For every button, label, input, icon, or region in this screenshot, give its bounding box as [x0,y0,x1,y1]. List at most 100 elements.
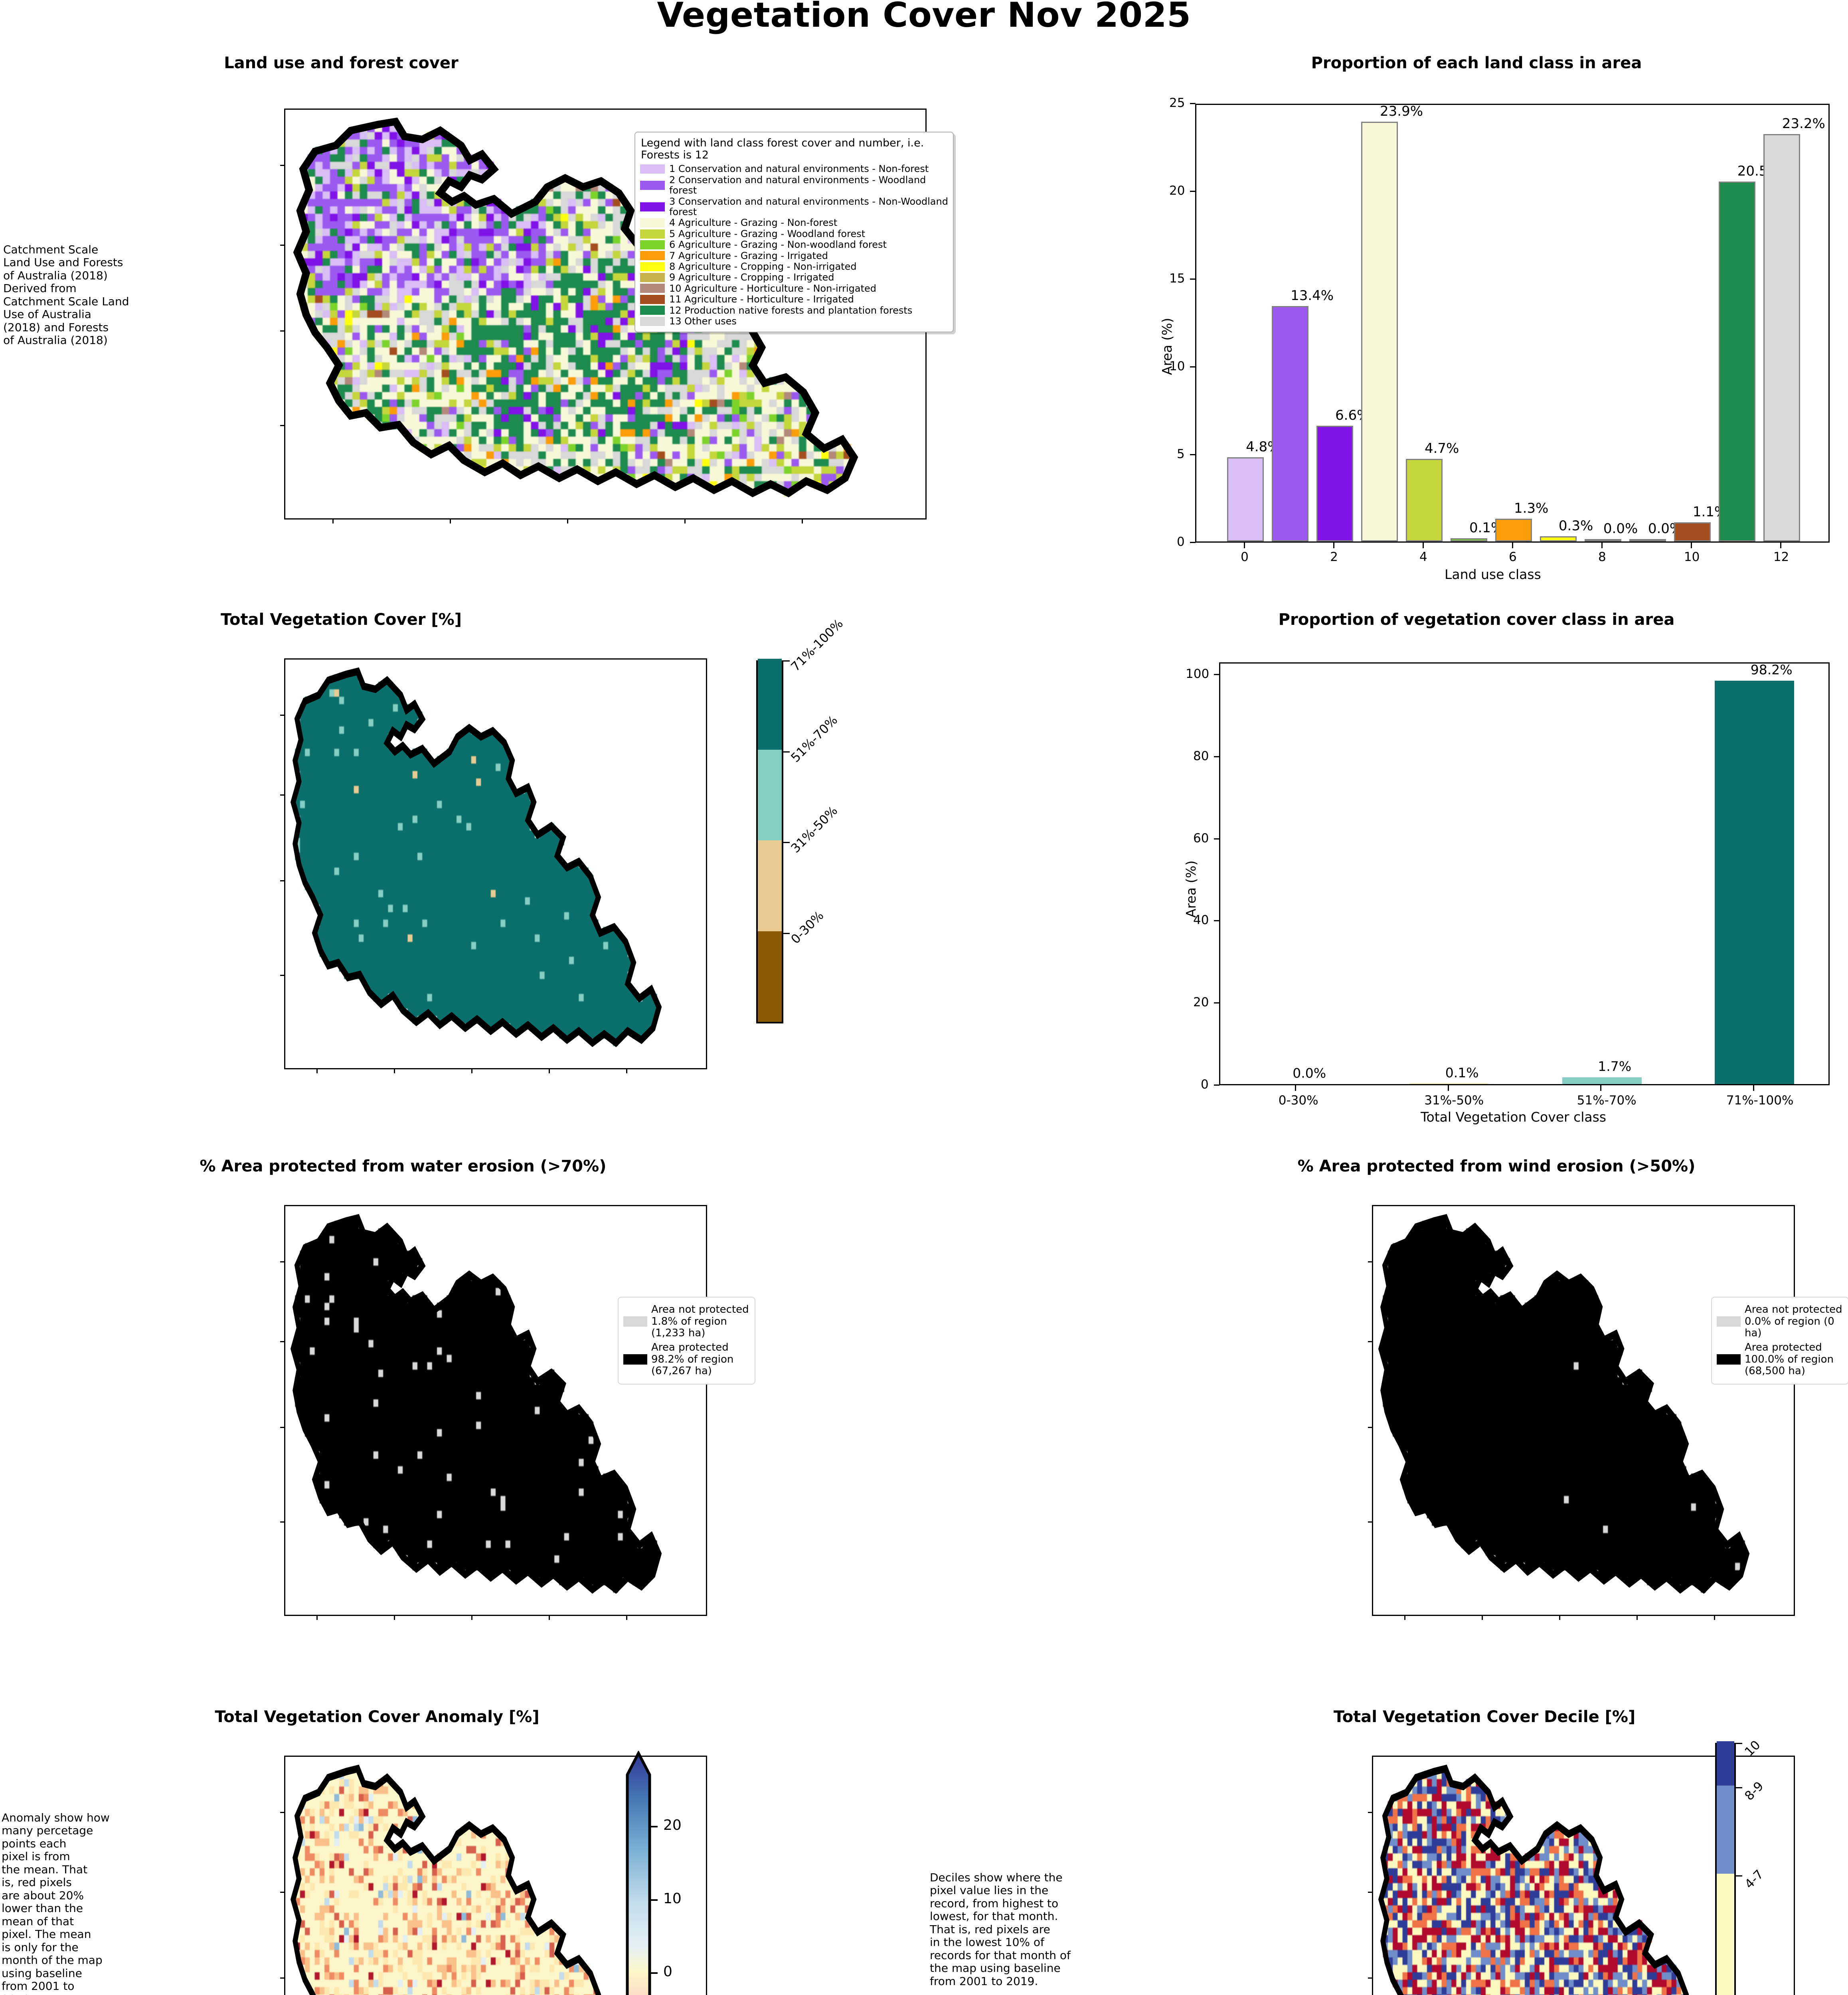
bar-value-label: 0.0% [1603,521,1638,537]
catchment-outline [285,1206,706,1615]
bar-value-label: 0.0% [1293,1065,1326,1081]
colorbar-tick [1735,1875,1742,1877]
legend-label: 2 Conservation and natural environments … [669,174,926,196]
catchment-outline [285,660,706,1068]
bar-land-class-3 [1361,122,1398,541]
land-use-legend-items: 1 Conservation and natural environments … [640,164,948,326]
decile-colorbar [1715,1741,1736,1995]
land-use-legend-item-7: 7 Agriculture - Grazing - Irrigated [640,250,948,261]
tvc-colorbar [756,659,783,1023]
wind-erosion-raster [1373,1206,1794,1615]
land-use-bar-xlabel: Land use class [1445,567,1541,582]
wind-erosion-legend-row-protected: Area protected 100.0% of region (68,500 … [1717,1341,1843,1377]
wind-erosion-map[interactable] [1373,1206,1794,1615]
ytick-label: 0 [1177,535,1185,549]
xtick [1423,543,1424,548]
water-erosion-legend-row-not-protected: Area not protected 1.8% of region (1,233… [623,1304,750,1339]
ytick-label: 0 [1201,1077,1209,1092]
legend-swatch [640,218,665,228]
colorbar-tick [1735,1743,1742,1744]
xtick [1600,1085,1602,1091]
colorbar-label: 0 [663,1963,672,1980]
xtick-label: 2 [1330,550,1338,564]
colorbar-segment-0 [758,931,782,1022]
water-erosion-raster [285,1206,706,1615]
ytick-label: 40 [1193,913,1209,928]
land-use-bar-title: Proportion of each land class in area [1311,54,1642,72]
water-erosion-title: % Area protected from water erosion (>70… [200,1157,607,1175]
colorbar-tick [783,660,790,662]
xtick [1244,543,1245,548]
ytick [1214,1002,1219,1004]
legend-label: 10 Agriculture - Horticulture - Non-irri… [669,282,876,294]
xtick-label: 71%-100% [1726,1093,1794,1108]
xtick [1295,1085,1297,1091]
ytick [1214,920,1219,922]
ytick [1190,454,1196,455]
ytick-label: 10 [1169,359,1185,373]
bar-land-class-6 [1495,518,1532,541]
colorbar-tick [650,1899,658,1901]
ytick-label: 15 [1169,271,1185,286]
legend-label: 3 Conservation and natural environments … [669,196,948,218]
legend-swatch [640,294,665,304]
ytick [1190,542,1196,543]
anomaly-colorbar [626,1751,651,1995]
land-use-map-title: Land use and forest cover [224,54,459,72]
land-use-bars: 4.8% 13.4% 6.6% 23.9% 4.7% 0.1% 1.3% 0.3% 0.0% 0.… [1196,103,1828,541]
land-use-bar-ylabel: Area (%) [1159,318,1175,375]
land-use-legend-item-2: 2 Conservation and natural environments … [640,175,948,196]
wind-erosion-axes [1368,1205,1795,1620]
bar-land-class-7 [1540,536,1577,541]
legend-swatch [640,262,665,271]
ytick [1214,1084,1219,1086]
xtick [1690,543,1692,548]
tvc-raster [285,660,706,1068]
land-use-legend-item-3: 3 Conservation and natural environments … [640,196,948,217]
xtick-label: 31%-50% [1424,1093,1484,1108]
anomaly-title: Total Vegetation Cover Anomaly [%] [215,1708,540,1726]
ytick-label: 20 [1169,184,1185,198]
xtick-label: 10 [1684,550,1700,564]
land-use-legend: Legend with land class forest cover and … [634,132,954,333]
tvc-map[interactable] [285,660,706,1068]
ytick-label: 80 [1193,749,1209,763]
bar-value-label: 13.4% [1291,288,1334,304]
legend-label: 11 Agriculture - Horticulture - Irrigate… [669,294,854,305]
land-use-legend-item-12: 12 Production native forests and plantat… [640,305,948,316]
bar-value-label: 1.7% [1598,1058,1632,1074]
land-use-legend-item-10: 10 Agriculture - Horticulture - Non-irri… [640,283,948,294]
ytick [1190,279,1196,280]
bar-value-label: 4.7% [1424,440,1459,457]
ytick-label: 20 [1193,995,1209,1010]
wind-erosion-title: % Area protected from wind erosion (>50%… [1297,1157,1696,1175]
xtick [1601,543,1603,548]
bar-cover-class-2 [1562,1077,1642,1084]
water-erosion-map[interactable] [285,1206,706,1615]
tvc-map-title: Total Vegetation Cover [%] [220,610,462,629]
land-use-legend-item-6: 6 Agriculture - Grazing - Non-woodland f… [640,239,948,250]
colorbar-segment-2 [758,749,782,840]
decile-note: Deciles show where the pixel value lies … [930,1871,1071,1988]
legend-label: 5 Agriculture - Grazing - Woodland fores… [669,228,866,239]
ytick [1214,838,1219,839]
bar-cover-class-3 [1715,681,1795,1084]
legend-swatch [640,180,665,190]
xtick-label: 4 [1419,550,1427,564]
catchment-outline [1373,1206,1794,1615]
colorbar-label: 10 [663,1890,682,1907]
xtick [1333,543,1335,548]
tvc-bars: 0.0% 0.1% 1.7% 98.2% [1220,662,1828,1084]
water-erosion-legend-row-protected: Area protected 98.2% of region (67,267 h… [623,1341,750,1377]
colorbar-label: 20 [663,1817,682,1834]
legend-label: 8 Agriculture - Cropping - Non-irrigated [669,261,857,272]
legend-swatch [640,284,665,293]
bar-land-class-0 [1227,457,1264,541]
land-use-legend-item-9: 9 Agriculture - Cropping - Irrigated [640,272,948,283]
land-use-legend-header: Legend with land class forest cover and … [641,137,924,162]
legend-label: 1 Conservation and natural environments … [669,163,929,175]
decile-segment-4 [1717,1741,1734,1786]
colorbar-tick [650,1972,658,1974]
ytick-label: 5 [1177,447,1185,461]
colorbar-tick [783,932,790,934]
